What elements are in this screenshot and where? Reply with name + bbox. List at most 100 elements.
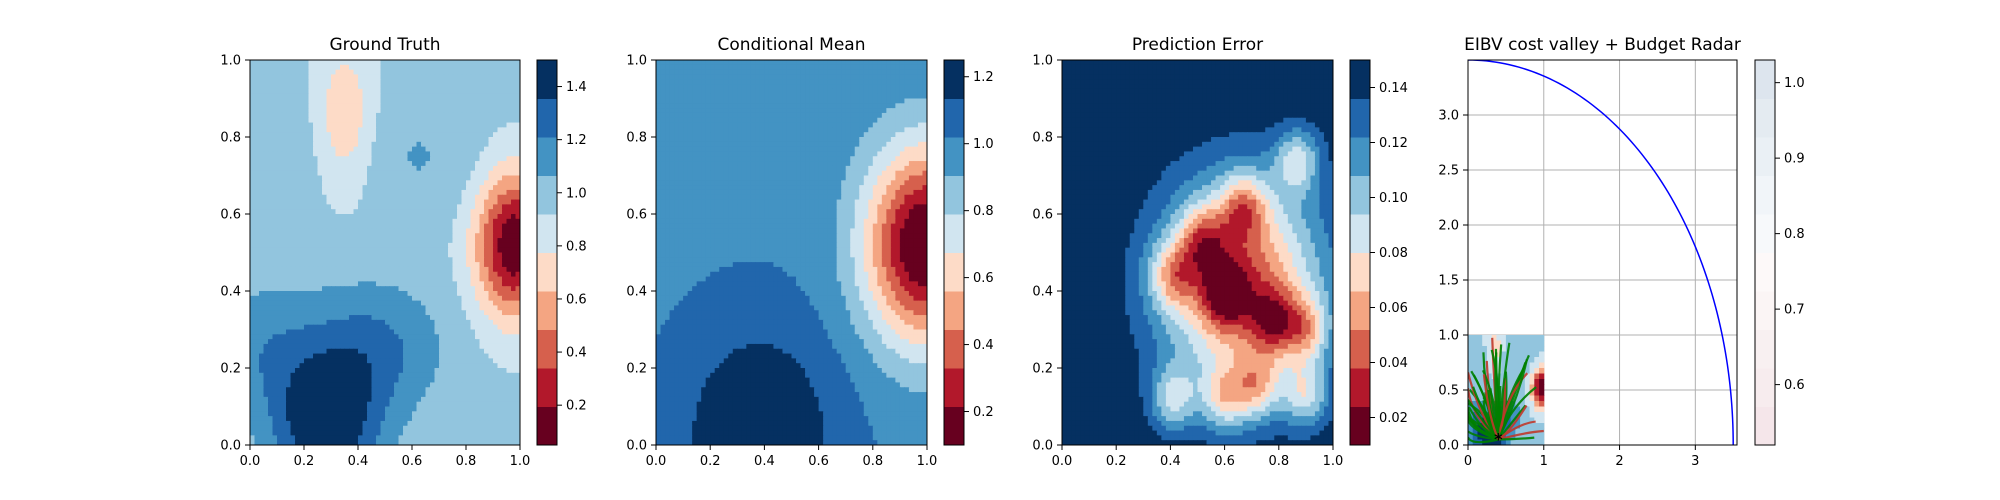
heatmap-cell (349, 281, 355, 287)
heatmap-cell (421, 343, 427, 350)
heatmap-cell (362, 79, 368, 85)
heatmap-cell (421, 146, 427, 153)
heatmap-cell (407, 300, 413, 307)
heatmap-cell (479, 252, 485, 258)
heatmap-cell (250, 161, 256, 167)
heatmap-cell (263, 271, 269, 278)
heatmap-cell (362, 122, 368, 128)
heatmap-cell (488, 175, 494, 181)
heatmap-cell (416, 291, 422, 297)
heatmap-cell (322, 74, 328, 80)
heatmap-cell (322, 324, 328, 331)
heatmap-cell (322, 98, 328, 104)
heatmap-cell (250, 440, 256, 445)
heatmap-cell (497, 324, 503, 331)
heatmap-cell (448, 79, 454, 85)
heatmap-cell (362, 435, 368, 441)
heatmap-cell (403, 194, 409, 201)
heatmap-cell (331, 392, 337, 398)
heatmap-cell (475, 165, 481, 172)
heatmap-cell (488, 266, 494, 273)
heatmap-cell (466, 281, 472, 287)
heatmap-cell (313, 247, 319, 254)
heatmap-cell (479, 108, 485, 114)
heatmap-cell (452, 238, 458, 244)
heatmap-cell (344, 185, 350, 191)
heatmap-cell (313, 382, 319, 388)
heatmap-cell (259, 252, 265, 258)
heatmap-cell (475, 416, 481, 422)
heatmap-cell (268, 315, 274, 321)
heatmap-cell (272, 223, 278, 230)
heatmap-cell (313, 425, 319, 432)
heatmap-cell (479, 358, 485, 364)
heatmap-cell (448, 334, 454, 340)
heatmap-cell (385, 430, 391, 436)
heatmap-cell (340, 262, 346, 268)
heatmap-cell (403, 252, 409, 258)
heatmap-cell (737, 60, 743, 66)
heatmap-cell (281, 252, 287, 258)
heatmap-cell (349, 194, 355, 201)
heatmap-cell (295, 295, 301, 302)
y-tick-label: 0.2 (220, 362, 241, 377)
heatmap-cell (250, 377, 256, 384)
heatmap-cell (317, 324, 323, 331)
heatmap-cell (376, 387, 382, 393)
heatmap-cell (479, 141, 485, 148)
heatmap-cell (250, 262, 256, 268)
heatmap-cell (895, 60, 901, 66)
heatmap-cell (371, 339, 377, 345)
heatmap-cell (299, 425, 305, 432)
heatmap-cell (317, 411, 323, 417)
heatmap-cell (439, 141, 445, 148)
heatmap-cell (403, 319, 409, 326)
heatmap-cell (340, 377, 346, 384)
heatmap-cell (434, 108, 440, 114)
heatmap-cell (385, 392, 391, 398)
heatmap-cell (281, 122, 287, 128)
heatmap-cell (250, 435, 256, 441)
heatmap-cell (461, 339, 467, 345)
heatmap-cell (394, 430, 400, 436)
heatmap-cell (277, 382, 283, 388)
heatmap-cell (259, 358, 265, 364)
heatmap-cell (331, 271, 337, 278)
heatmap-cell (362, 228, 368, 234)
heatmap-cell (335, 242, 341, 249)
heatmap-cell (479, 310, 485, 316)
heatmap-cell (290, 74, 296, 80)
heatmap-cell (403, 305, 409, 311)
heatmap-cell (470, 175, 476, 181)
heatmap-cell (759, 64, 765, 71)
heatmap-cell (506, 93, 512, 100)
heatmap-cell (340, 189, 346, 196)
heatmap-cell (461, 262, 467, 268)
heatmap-cell (515, 64, 520, 71)
heatmap-cell (376, 416, 382, 422)
heatmap-cell (335, 64, 341, 71)
heatmap-cell (466, 319, 472, 326)
heatmap-cell (286, 112, 292, 119)
heatmap-cell (344, 420, 350, 427)
heatmap-cell (295, 165, 301, 172)
heatmap-cell (299, 156, 305, 162)
heatmap-cell (389, 425, 395, 432)
heatmap-cell (344, 161, 350, 167)
heatmap-cell (367, 425, 373, 432)
heatmap-cell (259, 223, 265, 230)
heatmap-cell (304, 392, 310, 398)
heatmap-cell (259, 151, 265, 157)
heatmap-cell (371, 93, 377, 100)
heatmap-cell (443, 103, 449, 109)
heatmap-cell (277, 93, 283, 100)
heatmap-cell (259, 382, 265, 388)
heatmap-cell (479, 315, 485, 321)
heatmap-cell (389, 122, 395, 128)
heatmap-cell (737, 64, 743, 71)
heatmap-cell (335, 339, 341, 345)
heatmap-cell (416, 334, 422, 340)
heatmap-cell (493, 425, 499, 432)
heatmap-cell (268, 286, 274, 292)
heatmap-cell (407, 199, 413, 205)
